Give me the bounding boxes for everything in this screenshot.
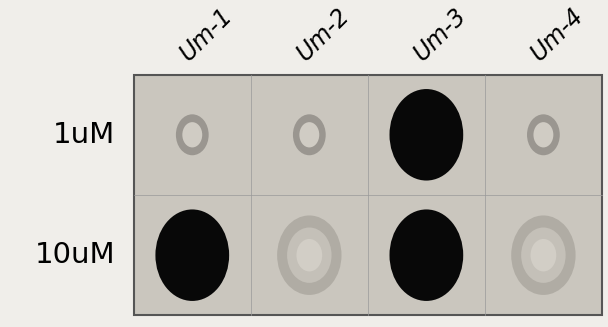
Text: Um-3: Um-3 <box>409 4 471 66</box>
Text: 10uM: 10uM <box>35 241 116 269</box>
Bar <box>134 75 602 316</box>
Ellipse shape <box>156 209 229 301</box>
Text: Um-4: Um-4 <box>527 4 589 66</box>
Ellipse shape <box>297 239 322 271</box>
Ellipse shape <box>531 239 556 271</box>
Ellipse shape <box>390 209 463 301</box>
Ellipse shape <box>182 122 202 147</box>
Ellipse shape <box>299 122 319 147</box>
Ellipse shape <box>527 114 560 155</box>
Ellipse shape <box>293 114 326 155</box>
Ellipse shape <box>287 228 331 283</box>
Ellipse shape <box>533 122 553 147</box>
Ellipse shape <box>511 215 576 295</box>
Ellipse shape <box>277 215 342 295</box>
Text: Um-2: Um-2 <box>292 4 354 66</box>
Ellipse shape <box>176 114 209 155</box>
Text: 1uM: 1uM <box>54 121 116 149</box>
Ellipse shape <box>521 228 565 283</box>
Text: Um-1: Um-1 <box>175 4 237 66</box>
Ellipse shape <box>390 89 463 181</box>
